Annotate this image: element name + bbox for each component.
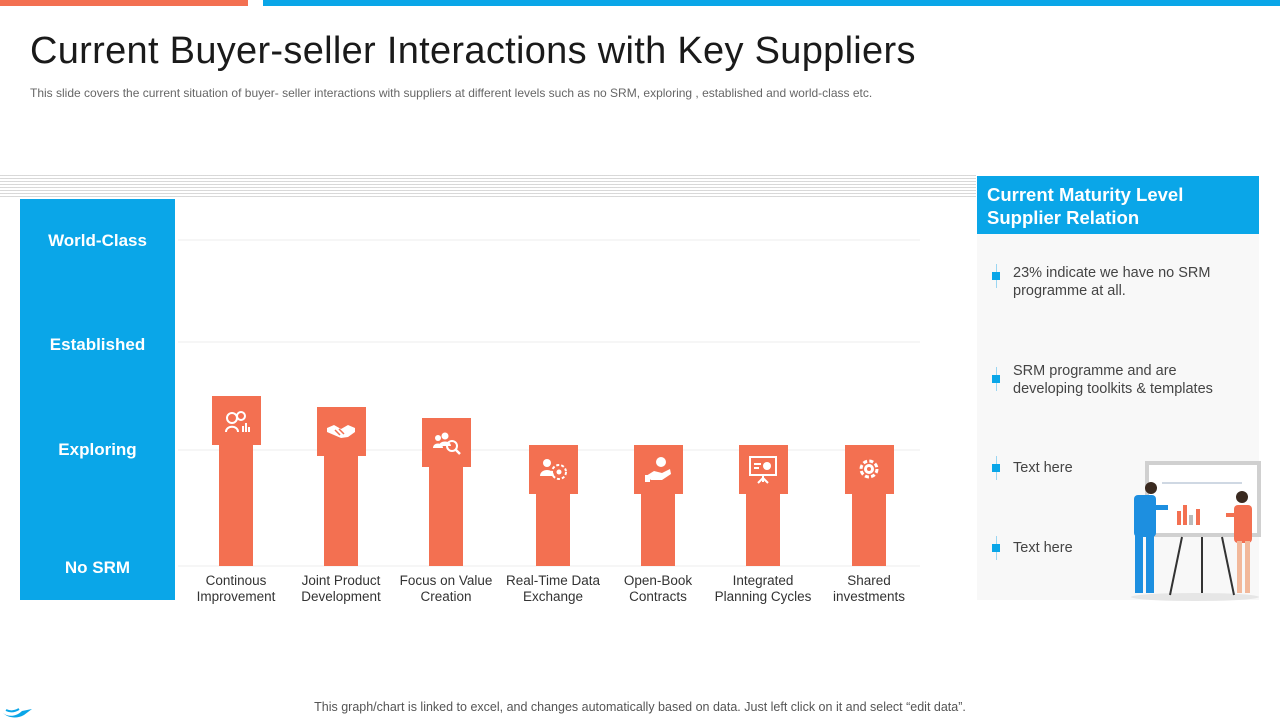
x-tick-label-line: Exchange xyxy=(522,589,584,604)
right-panel-item-text: 23% indicate we have no SRM programme at… xyxy=(1013,265,1211,299)
chart-bar xyxy=(641,491,675,566)
x-tick-label: Joint Product Development xyxy=(289,573,393,605)
bullet-marker-icon xyxy=(992,536,1000,560)
x-tick-label-line: Continous xyxy=(205,573,267,588)
x-tick-label: Shared investments xyxy=(817,573,921,605)
chart-bar xyxy=(219,443,253,566)
level-label-established: Established xyxy=(49,335,146,354)
right-panel-item-text: SRM programme and are developing toolkit… xyxy=(1013,363,1213,397)
chart-bar xyxy=(324,453,358,566)
x-tick-label-line: Planning Cycles xyxy=(714,589,812,604)
right-panel-header: Current Maturity Level Supplier Relation xyxy=(977,176,1259,234)
x-tick-label-line: Creation xyxy=(420,589,472,604)
x-tick-label: Integrated Planning Cycles xyxy=(711,573,815,605)
page-subtitle: This slide covers the current situation … xyxy=(30,86,873,100)
x-tick-label-line: Joint Product xyxy=(301,573,381,588)
top-accent-bar-blue xyxy=(263,0,1280,6)
brand-logo-icon xyxy=(3,708,32,718)
x-tick-label: Focus on Value Creation xyxy=(394,573,498,605)
bullet-marker-icon xyxy=(992,456,1000,480)
right-panel-item-text: Text here xyxy=(1013,540,1073,556)
x-tick-label-line: Integrated xyxy=(732,573,794,588)
maturity-levels-panel: World-Class Established Exploring No SRM xyxy=(20,199,175,600)
x-tick-label-line: Focus on Value xyxy=(399,573,493,588)
team-ideas-icon xyxy=(211,396,261,445)
page-title: Current Buyer-seller Interactions with K… xyxy=(30,30,916,72)
x-tick-label-line: Real-Time Data xyxy=(505,573,601,588)
level-label-exploring: Exploring xyxy=(58,440,137,459)
right-panel-body: 23% indicate we have no SRM programme at… xyxy=(977,234,1259,600)
right-panel-title-line2: Supplier Relation xyxy=(987,207,1140,228)
chart-bar xyxy=(852,491,886,566)
top-accent-bar-orange xyxy=(0,0,248,6)
x-tick-label: Open-Book Contracts xyxy=(606,573,710,605)
right-panel-title-line1: Current Maturity Level xyxy=(987,184,1184,205)
hand-coin-icon xyxy=(633,444,683,494)
data-exchange-icon xyxy=(528,444,578,494)
handshake-icon xyxy=(316,406,366,456)
people-search-icon xyxy=(421,417,471,467)
x-tick-label-line: Improvement xyxy=(196,589,276,604)
chart-bar xyxy=(429,464,463,566)
level-label-world-class: World-Class xyxy=(48,231,147,250)
level-label-no-srm: No SRM xyxy=(64,558,131,577)
chart-bar xyxy=(746,491,780,566)
x-tick-label-line: Contracts xyxy=(629,589,687,604)
x-tick-label-line: investments xyxy=(832,589,906,604)
footer-note: This graph/chart is linked to excel, and… xyxy=(314,700,966,714)
x-tick-label: Continous Improvement xyxy=(184,573,288,605)
x-tick-label-line: Open-Book xyxy=(623,573,693,588)
x-tick-label-line: Shared xyxy=(847,573,891,588)
chart-bar xyxy=(536,491,570,566)
x-tick-label: Real-Time Data Exchange xyxy=(501,573,605,605)
x-tick-label-line: Development xyxy=(301,589,381,604)
right-panel-item-text: Text here xyxy=(1013,460,1073,476)
bullet-marker-icon xyxy=(992,264,1000,288)
presentation-board-icon xyxy=(738,444,788,494)
gear-head-icon xyxy=(844,444,894,494)
bullet-marker-icon xyxy=(992,367,1000,391)
business-presentation-illustration xyxy=(1131,461,1261,601)
decorative-stripes xyxy=(0,175,976,199)
